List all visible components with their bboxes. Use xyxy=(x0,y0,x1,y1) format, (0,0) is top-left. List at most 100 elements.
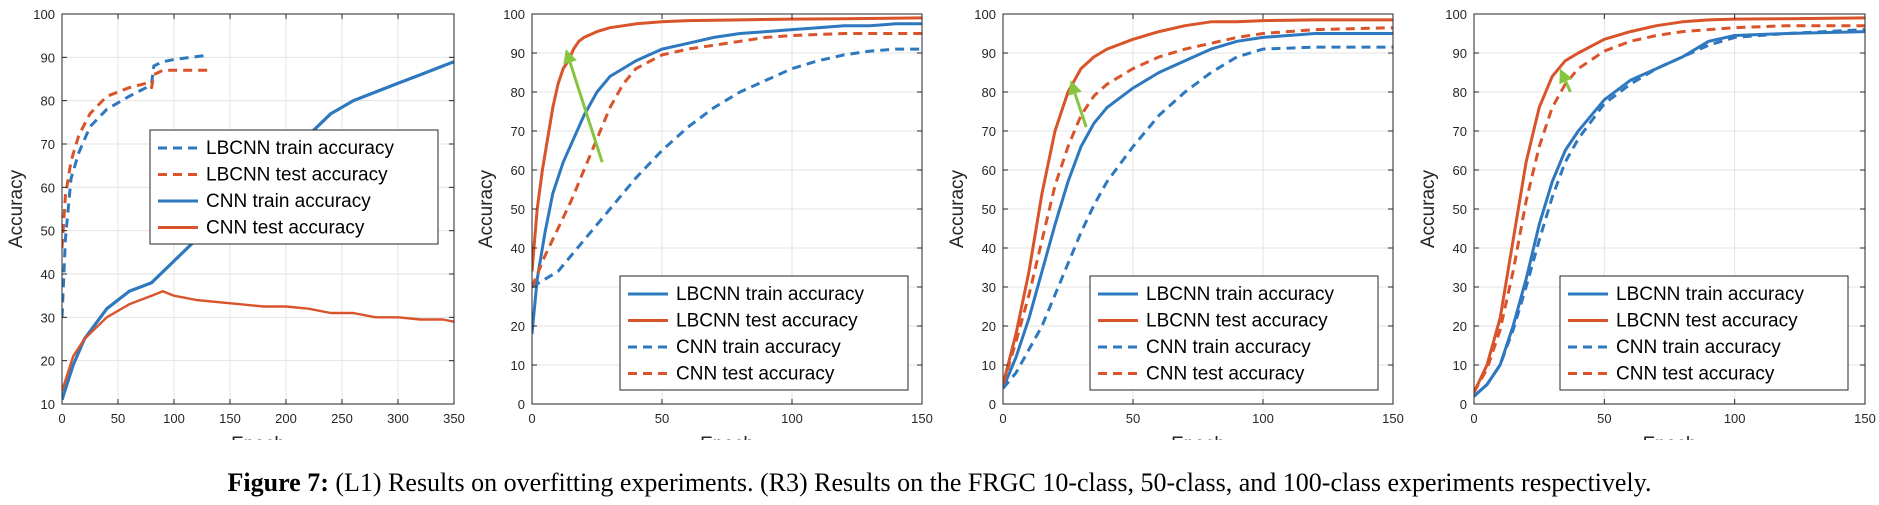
x-tick-label: 200 xyxy=(275,411,297,426)
y-tick-label: 20 xyxy=(511,319,525,334)
y-tick-label: 10 xyxy=(1453,358,1467,373)
x-tick-label: 350 xyxy=(443,411,465,426)
series-group xyxy=(1474,16,1865,398)
legend-label-1: LBCNN train accuracy xyxy=(1146,284,1334,305)
legend-label-4: CNN test accuracy xyxy=(676,364,835,385)
y-tick-label: 0 xyxy=(518,397,525,412)
y-tick-label: 30 xyxy=(982,280,996,295)
y-tick-label: 0 xyxy=(1460,397,1467,412)
y-tick-label: 90 xyxy=(41,50,55,65)
x-axis-label: Epoch xyxy=(231,434,285,440)
y-tick-label: 90 xyxy=(982,46,996,61)
series-line-4 xyxy=(62,290,454,392)
y-tick-label: 60 xyxy=(41,180,55,195)
x-tick-label: 50 xyxy=(111,411,125,426)
y-tick-label: 50 xyxy=(511,202,525,217)
y-tick-label: 100 xyxy=(1445,7,1467,22)
legend-label-3: CNN train accuracy xyxy=(676,337,841,358)
x-tick-label: 0 xyxy=(528,411,535,426)
y-tick-label: 80 xyxy=(511,85,525,100)
y-tick-label: 80 xyxy=(1453,85,1467,100)
legend: LBCNN train accuracy LBCNN test accuracy C… xyxy=(619,275,909,391)
x-tick-label: 150 xyxy=(219,411,241,426)
y-tick-label: 50 xyxy=(982,202,996,217)
y-tick-label: 40 xyxy=(511,241,525,256)
legend-label-3: CNN train accuracy xyxy=(206,191,371,212)
chart-panel-2: 0 50 100 150 0 10 20 30 40 50 60 70 80 90 100 Epoch Accu… xyxy=(476,7,933,440)
x-tick-label: 0 xyxy=(999,411,1006,426)
chart-panel-1: 0 50 100 150 200 250 300 350 10 20 30 40 50 60 70 80 90 1… xyxy=(6,7,465,440)
y-tick-label: 40 xyxy=(1453,241,1467,256)
legend: LBCNN train accuracy LBCNN test accuracy C… xyxy=(1559,275,1849,391)
chart-panel-4: 0 50 100 150 0 10 20 30 40 50 60 70 80 90 100 Epoch Accu… xyxy=(1418,7,1876,440)
series-line-1 xyxy=(62,53,208,318)
series-line-3 xyxy=(1474,28,1865,398)
x-tick-label: 100 xyxy=(781,411,803,426)
legend-label-4: CNN test accuracy xyxy=(1146,364,1305,385)
series-group xyxy=(1003,18,1393,390)
caption-text: (L1) Results on overfitting experiments.… xyxy=(335,468,1652,497)
y-axis-label: Accuracy xyxy=(476,169,497,248)
y-tick-label: 50 xyxy=(41,224,55,239)
series-line-3 xyxy=(1003,45,1393,390)
annotation-arrow-shaft xyxy=(1564,80,1572,93)
y-tick-label: 10 xyxy=(41,397,55,412)
y-tick-label: 80 xyxy=(982,85,996,100)
legend-label-2: LBCNN test accuracy xyxy=(1146,311,1328,332)
y-axis-label: Accuracy xyxy=(6,169,27,248)
y-tick-label: 70 xyxy=(41,137,55,152)
y-axis-label: Accuracy xyxy=(947,169,968,248)
x-tick-label: 250 xyxy=(331,411,353,426)
y-tick-label: 0 xyxy=(989,397,996,412)
legend-label-2: LBCNN test accuracy xyxy=(1616,311,1798,332)
legend-label-2: LBCNN test accuracy xyxy=(676,311,858,332)
x-axis-label: Epoch xyxy=(1643,434,1697,440)
series-line-4 xyxy=(532,32,922,288)
x-tick-label: 100 xyxy=(1252,411,1274,426)
legend-label-4: CNN test accuracy xyxy=(206,218,365,239)
y-tick-label: 70 xyxy=(511,124,525,139)
legend-label-2: LBCNN test accuracy xyxy=(206,165,388,186)
figure-svg: 0 50 100 150 200 250 300 3501020304050607080901… xyxy=(6,7,1876,440)
y-tick-label: 30 xyxy=(1453,280,1467,295)
y-tick-label: 100 xyxy=(33,7,55,22)
legend-label-3: CNN train accuracy xyxy=(1146,337,1311,358)
y-tick-label: 20 xyxy=(1453,319,1467,334)
y-tick-label: 30 xyxy=(511,280,525,295)
y-tick-label: 100 xyxy=(974,7,996,22)
caption-label: Figure 7: xyxy=(227,468,329,497)
y-tick-label: 40 xyxy=(982,241,996,256)
annotation-arrow-head xyxy=(563,49,577,65)
legend-label-1: LBCNN train accuracy xyxy=(676,284,864,305)
y-tick-label: 60 xyxy=(1453,163,1467,178)
series-line-2 xyxy=(532,16,922,272)
figure-caption: Figure 7: (L1) Results on overfitting ex… xyxy=(0,468,1879,498)
y-tick-label: 90 xyxy=(511,46,525,61)
x-tick-label: 100 xyxy=(1724,411,1746,426)
x-tick-label: 0 xyxy=(58,411,65,426)
x-tick-label: 50 xyxy=(1597,411,1611,426)
legend-label-4: CNN test accuracy xyxy=(1616,364,1775,385)
x-tick-label: 300 xyxy=(387,411,409,426)
y-tick-label: 80 xyxy=(41,94,55,109)
annotation-arrow-shaft xyxy=(1073,93,1088,128)
x-tick-label: 50 xyxy=(1126,411,1140,426)
series-line-3 xyxy=(532,47,922,289)
series-line-4 xyxy=(1003,26,1393,385)
series-line-2 xyxy=(1003,18,1393,385)
y-tick-label: 40 xyxy=(41,267,55,282)
legend-label-1: LBCNN train accuracy xyxy=(1616,284,1804,305)
x-axis-label: Epoch xyxy=(1171,434,1225,440)
legend-label-1: LBCNN train accuracy xyxy=(206,138,394,159)
annotation-arrow-head xyxy=(1068,80,1082,96)
x-tick-label: 150 xyxy=(911,411,933,426)
series-group xyxy=(532,16,922,334)
x-tick-label: 150 xyxy=(1382,411,1404,426)
x-tick-label: 100 xyxy=(163,411,185,426)
annotation-arrow-shaft xyxy=(568,61,604,163)
y-tick-label: 10 xyxy=(982,358,996,373)
legend: LBCNN train accuracy LBCNN test accuracy C… xyxy=(149,129,439,245)
y-tick-label: 100 xyxy=(503,7,525,22)
y-tick-label: 90 xyxy=(1453,46,1467,61)
y-tick-label: 70 xyxy=(1453,124,1467,139)
